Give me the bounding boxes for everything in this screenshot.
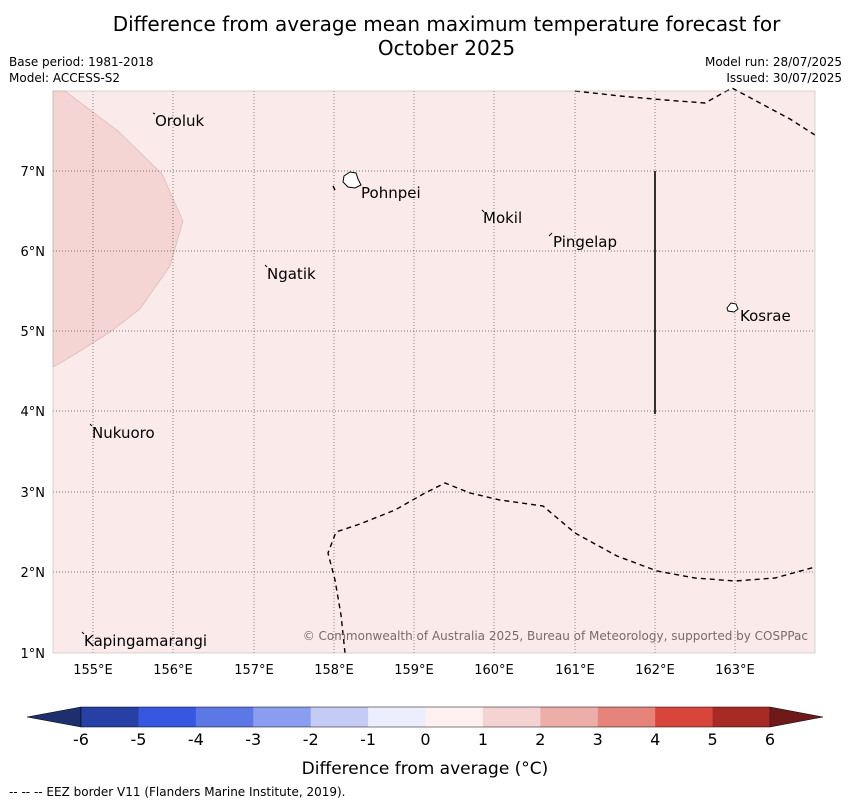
warm-anomaly-zone	[52, 90, 184, 368]
islands	[342, 171, 739, 313]
place-mokil: Mokil	[483, 209, 522, 227]
colorbar-cell	[310, 707, 369, 727]
nukuoro-mark	[89, 423, 93, 427]
lat-label-5: 5°N	[21, 325, 46, 340]
oroluk-mark	[152, 112, 156, 115]
colorbar-cell	[540, 707, 599, 727]
lat-label-7: 7°N	[21, 165, 46, 180]
colorbar-tick-label: 2	[535, 730, 545, 749]
lon-label-156: 156°E	[153, 663, 193, 678]
base-period: Base period: 1981-2018	[9, 55, 154, 69]
lon-label-158: 158°E	[314, 663, 354, 678]
model-run: Model run: 28/07/2025	[704, 55, 842, 69]
place-ngatik: Ngatik	[267, 265, 316, 283]
place-kosrae: Kosrae	[740, 307, 791, 325]
lon-label-163: 163°E	[715, 663, 755, 678]
lon-label-161: 161°E	[555, 663, 595, 678]
colorbar-cell	[253, 707, 312, 727]
ngatik-mark	[264, 264, 268, 268]
model-name: Model: ACCESS-S2	[9, 71, 121, 85]
chart-title: Difference from average mean maximum tem…	[0, 12, 850, 60]
colorbar-cell	[712, 707, 771, 727]
colorbar-cell	[597, 707, 656, 727]
gridlines	[53, 91, 815, 653]
colorbar-tick-label: 4	[650, 730, 660, 749]
colorbar-cell	[482, 707, 541, 727]
pohnpei-island	[342, 171, 362, 189]
lat-label-6: 6°N	[21, 245, 46, 260]
meta-left: Base period: 1981-2018 Model: ACCESS-S2	[9, 54, 154, 86]
colorbar-tick-label: -2	[303, 730, 319, 749]
eez-border-north	[574, 87, 816, 136]
colorbar-cell	[195, 707, 254, 727]
map-frame	[52, 90, 816, 654]
place-oroluk: Oroluk	[155, 112, 204, 130]
colorbar-tick-label: 3	[593, 730, 603, 749]
colorbar-tick-label: -5	[130, 730, 146, 749]
colorbar-border	[80, 706, 771, 728]
eez-border-small-segment	[332, 185, 336, 191]
colorbar-tick-label: 5	[707, 730, 717, 749]
colorbar-cell	[425, 707, 484, 727]
meta-right: Model run: 28/07/2025 Issued: 30/07/2025	[705, 54, 842, 86]
island-dots	[81, 112, 553, 635]
map-background	[53, 91, 815, 653]
place-nukuoro: Nukuoro	[92, 424, 155, 442]
place-pohnpei: Pohnpei	[361, 184, 421, 202]
lon-label-155: 155°E	[73, 663, 113, 678]
colorbar-extend-low	[26, 706, 82, 728]
title-line-2: October 2025	[377, 36, 516, 60]
lon-label-160: 160°E	[474, 663, 514, 678]
colorbar-cell	[368, 707, 426, 727]
kapingamarangi-mark	[81, 631, 85, 635]
colorbar-cell	[81, 707, 139, 727]
colorbar-cell	[138, 707, 197, 727]
colorbar-tick-label: -4	[188, 730, 204, 749]
title-line-1: Difference from average mean maximum tem…	[112, 12, 781, 36]
kosrae-island	[726, 302, 739, 313]
lon-label-159: 159°E	[394, 663, 434, 678]
eez-border-south	[327, 482, 816, 654]
colorbar-cell	[655, 707, 714, 727]
lat-label-4: 4°N	[21, 405, 46, 420]
copyright-text: © Commonwealth of Australia 2025, Bureau…	[303, 629, 808, 643]
colorbar: -6 -5 -4 -3 -2 -1 0 1 2 3 4 5 6	[26, 706, 824, 749]
colorbar-tick-label: -1	[360, 730, 376, 749]
colorbar-label: Difference from average (°C)	[302, 759, 549, 779]
issued-date: Issued: 30/07/2025	[726, 71, 842, 85]
colorbar-tick-label: 1	[478, 730, 488, 749]
mokil-mark	[481, 209, 485, 213]
lat-label-2: 2°N	[21, 566, 46, 581]
colorbar-tick-label: -6	[73, 730, 89, 749]
colorbar-extend-high	[769, 706, 824, 728]
colorbar-tick-label: 0	[420, 730, 430, 749]
lat-label-3: 3°N	[21, 486, 46, 501]
eez-borders	[327, 87, 816, 654]
lat-label-1: 1°N	[21, 647, 46, 662]
colorbar-tick-label: -3	[245, 730, 261, 749]
place-pingelap: Pingelap	[553, 233, 617, 251]
pingelap-mark	[548, 232, 553, 237]
eez-legend-note: -- -- -- EEZ border V11 (Flanders Marine…	[9, 785, 346, 799]
lon-label-157: 157°E	[234, 663, 274, 678]
lon-label-162: 162°E	[635, 663, 675, 678]
colorbar-tick-label: 6	[765, 730, 775, 749]
place-kapingamarangi: Kapingamarangi	[84, 632, 207, 650]
